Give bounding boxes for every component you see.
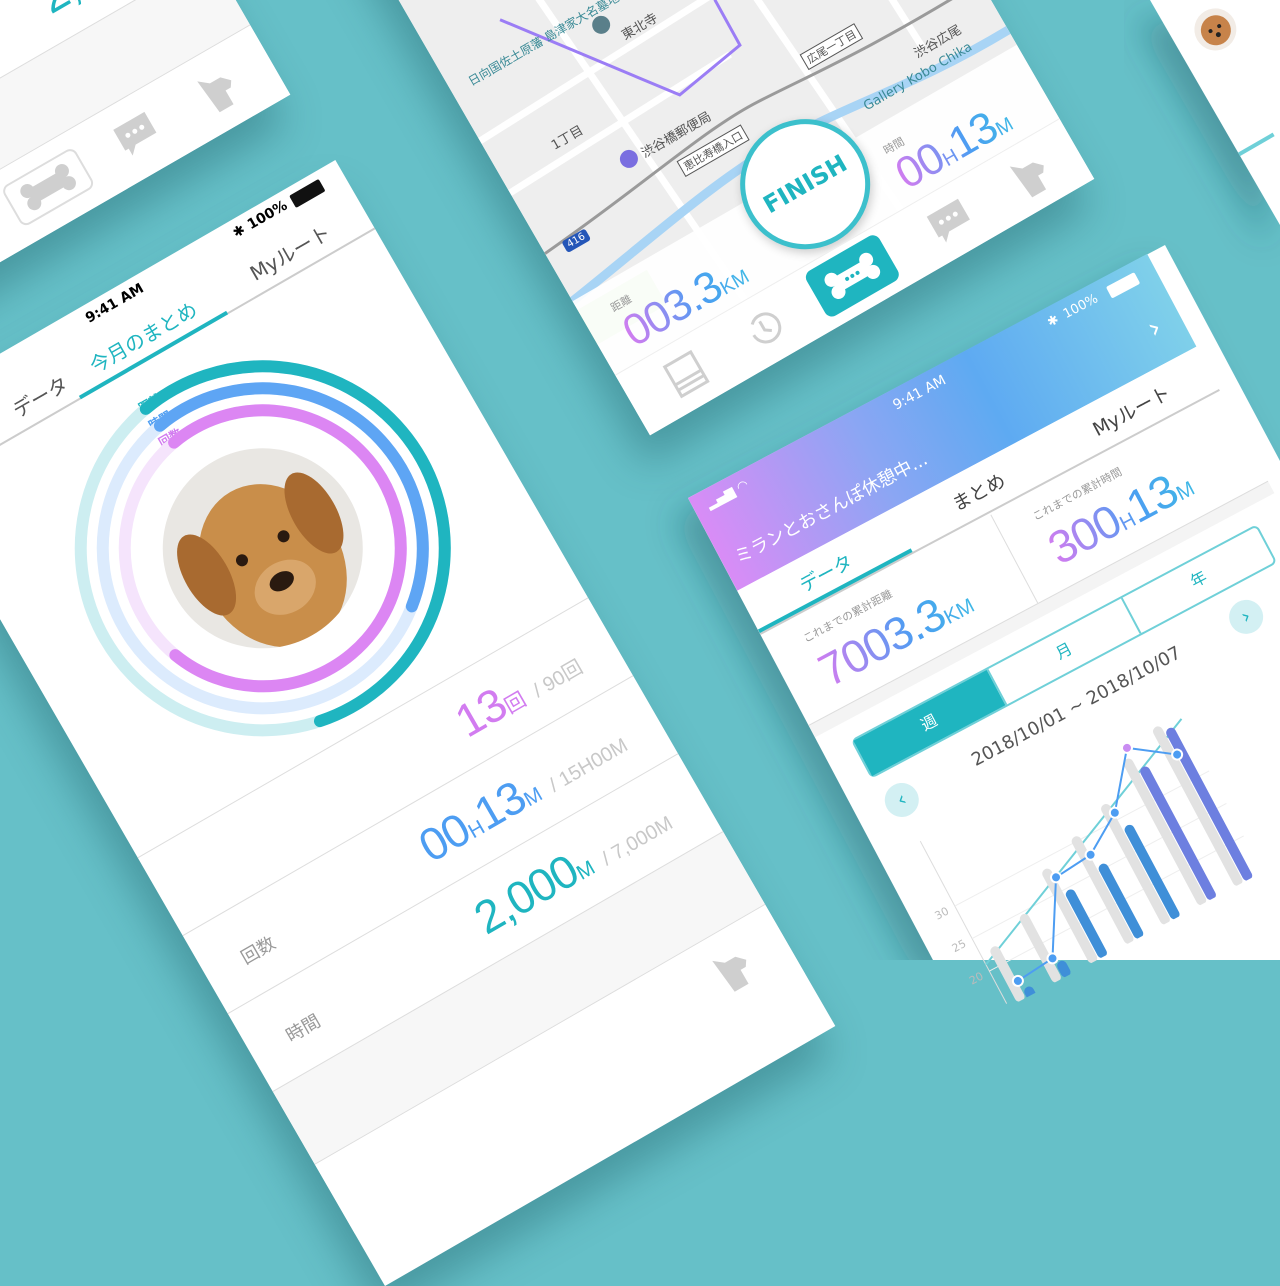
dog-icon[interactable] [1003, 146, 1062, 208]
bar [1024, 986, 1038, 1004]
dog-icon[interactable] [705, 940, 764, 1002]
bar [1124, 824, 1180, 920]
data-point [1171, 748, 1184, 761]
row-label: 時間 [282, 1010, 325, 1047]
gridline [954, 770, 1210, 907]
data-point [1108, 806, 1121, 819]
list-icon[interactable] [661, 348, 714, 404]
weekly-chart: 20 25 30 [919, 718, 1253, 1004]
ring-time [96, 382, 429, 715]
tab-bar [0, 25, 291, 355]
y-tick-label: 20 [967, 970, 985, 988]
map-phone: 日向国佐土原藩 島津家大名墓地 東北寺 1丁目 渋谷橋郵便局 恵比寿橋入口 広尾… [200, 0, 1095, 436]
bar [1140, 766, 1216, 900]
bar [1098, 863, 1144, 939]
bluetooth-icon: ✱ [1044, 312, 1062, 331]
bar [1057, 960, 1071, 978]
y-tick-label: 30 [933, 905, 951, 923]
target-bar [1123, 758, 1207, 906]
main-road [544, 0, 982, 255]
bluetooth-icon: ✱ [230, 221, 249, 242]
gridline [989, 835, 1244, 972]
ring-count [118, 404, 407, 693]
bar [1166, 727, 1253, 881]
target-bar [1019, 913, 1061, 983]
dog-icon[interactable] [190, 61, 249, 123]
chat-icon[interactable] [921, 193, 981, 253]
tab-bar [615, 118, 1095, 436]
y-axis [919, 840, 1008, 1004]
chat-icon[interactable] [108, 106, 168, 166]
data-point [1050, 871, 1063, 884]
map-pin-icon [592, 15, 638, 168]
target-bar [1101, 804, 1170, 925]
dog-avatar[interactable] [1185, 0, 1245, 59]
right-phone-body [1150, 0, 1280, 225]
target-bar [1153, 726, 1243, 886]
trend-line [985, 718, 1183, 966]
progress-rings [74, 360, 451, 737]
y-tick-label: 25 [950, 937, 968, 955]
battery-percent: 100% [1060, 291, 1101, 323]
battery-icon [1105, 272, 1141, 299]
bar [1065, 889, 1107, 958]
data-point [1084, 848, 1097, 861]
data-point [1120, 741, 1133, 754]
bone-icon[interactable] [802, 232, 902, 320]
phone-top-left: 2,000M [0, 0, 291, 355]
walk-route [499, 0, 742, 97]
summary-phone: 9:41 AM ✱ 100% データ 今月のまとめ Myルート 距離 時間 回数 [0, 160, 836, 1286]
history-icon[interactable] [737, 302, 794, 360]
row-label: 回数 [237, 932, 280, 969]
chevron-right-icon[interactable]: › [1141, 310, 1167, 345]
bone-icon[interactable] [0, 146, 97, 229]
dog-photo [126, 411, 400, 685]
ring-distance [74, 360, 451, 737]
